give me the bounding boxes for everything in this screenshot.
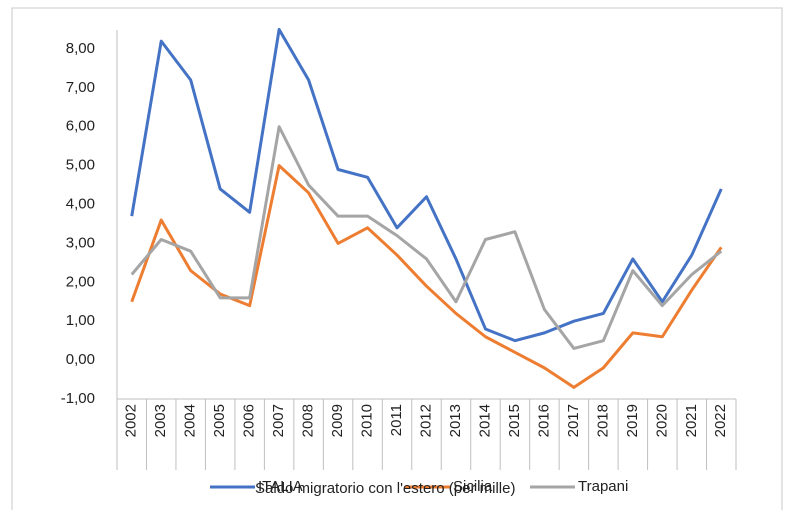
series-line [130, 125, 723, 350]
x-tick-label: 2002 [123, 404, 140, 437]
x-tick-label: 2022 [712, 404, 729, 437]
y-tick-label: 3,00 [66, 234, 95, 251]
x-tick-label: 2007 [270, 404, 287, 437]
x-tick-label: 2014 [476, 404, 493, 437]
y-tick-label: 1,00 [66, 312, 95, 329]
chart-title: Saldo migratorio con l'estero (per mille… [255, 480, 515, 497]
x-tick-label: 2019 [624, 404, 641, 437]
x-tick-label: 2004 [182, 404, 199, 437]
chart-border [11, 7, 783, 510]
legend-label: ITALIA [258, 478, 303, 495]
x-tick-label: 2009 [329, 404, 346, 437]
y-tick-label: 2,00 [66, 273, 95, 290]
x-tick-label: 2018 [594, 404, 611, 437]
x-tick-label: 2013 [447, 404, 464, 437]
x-tick-label: 2012 [417, 404, 434, 437]
y-tick-label: 8,00 [66, 40, 95, 57]
x-tick-label: 2015 [506, 404, 523, 437]
x-tick-label: 2006 [241, 404, 258, 437]
y-tick-label: -1,00 [61, 390, 95, 407]
x-tick-label: 2016 [535, 404, 552, 437]
x-tick-label: 2017 [565, 404, 582, 437]
legend-label: Trapani [578, 478, 628, 495]
series-line [130, 27, 723, 343]
x-tick-label: 2021 [683, 404, 700, 437]
y-tick-label: 7,00 [66, 79, 95, 96]
x-tick-label: 2020 [653, 404, 670, 437]
x-tick-label: 2005 [211, 404, 228, 437]
legend-label: Sicilia [453, 478, 493, 495]
y-tick-label: 6,00 [66, 118, 95, 135]
y-tick-label: 4,00 [66, 195, 95, 212]
x-tick-label: 2003 [152, 404, 169, 437]
x-tick-label: 2010 [359, 404, 376, 437]
x-tick-label: 2008 [300, 404, 317, 437]
x-tick-label: 2011 [388, 404, 405, 436]
y-tick-label: 5,00 [66, 157, 95, 174]
y-tick-label: 0,00 [66, 351, 95, 368]
